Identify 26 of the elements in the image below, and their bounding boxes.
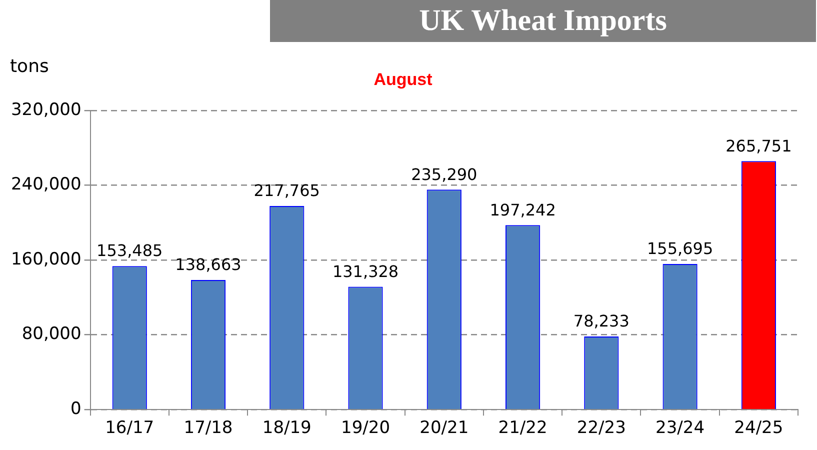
x-tick-label: 20/21 [420,418,469,438]
x-tick-label: 17/18 [184,418,233,438]
x-tick-label: 18/19 [262,418,312,438]
chart-title: UK Wheat Imports [270,0,816,42]
data-label: 138,663 [175,255,242,274]
x-tick-label: 16/17 [105,418,154,438]
chart-subtitle: August [374,70,433,89]
data-label: 153,485 [96,241,163,260]
y-tick-label: 160,000 [10,249,82,270]
x-tick-label: 21/22 [498,418,548,438]
data-label: 155,695 [646,239,714,258]
data-label: 265,751 [726,136,792,156]
data-label: 78,233 [573,312,630,331]
y-tick-label: 320,000 [10,100,82,120]
data-label: 235,290 [411,164,478,184]
data-label: 217,765 [254,181,320,200]
x-tick-label: 22/23 [576,418,626,438]
data-label: 197,242 [490,200,556,220]
y-tick-label: 80,000 [22,324,82,344]
data-label: 131,328 [332,262,399,281]
x-tick-label: 24/25 [734,418,784,438]
y-tick-label: 0 [70,399,82,420]
y-axis-title: tons [10,56,49,77]
x-tick-label: 23/24 [656,418,705,438]
x-tick-label: 19/20 [341,418,390,438]
y-tick-label: 240,000 [10,174,82,195]
